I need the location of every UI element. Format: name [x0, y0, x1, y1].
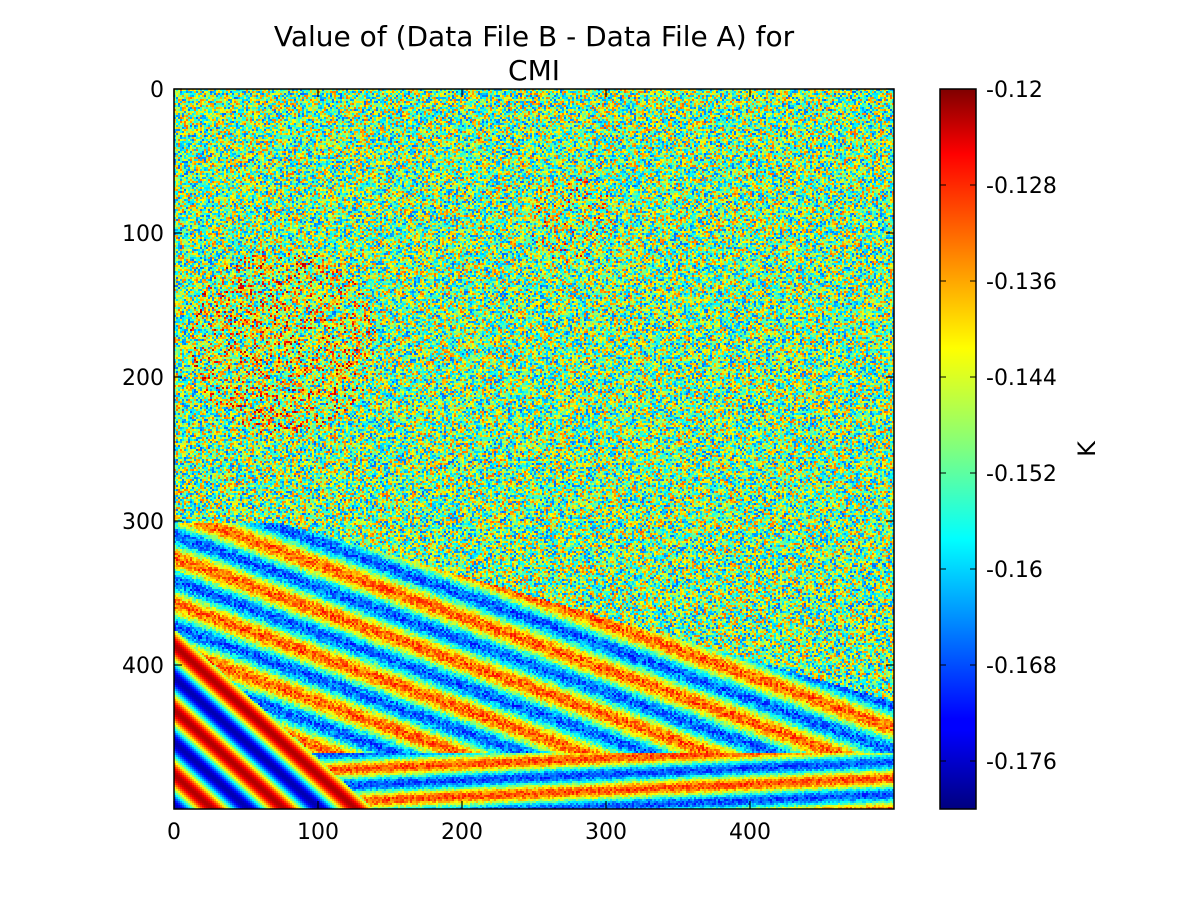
colorbar-tick-label: -0.16 [986, 558, 1043, 583]
x-tick-label: 100 [297, 820, 339, 845]
x-tick-label: 300 [585, 820, 627, 845]
x-tick-label: 0 [167, 820, 181, 845]
y-tick-label: 200 [122, 366, 164, 391]
plot-frame [173, 88, 895, 810]
x-tick-label: 400 [729, 820, 771, 845]
colorbar-tick-label: -0.128 [986, 174, 1057, 199]
heatmap-image [174, 89, 894, 809]
colorbar-tick-label: -0.176 [986, 750, 1057, 775]
y-tick-label: 400 [122, 654, 164, 679]
y-tick-label: 0 [150, 78, 164, 103]
colorbar-tick-label: -0.136 [986, 270, 1057, 295]
colorbar-ticks: -0.12 -0.128 -0.136 -0.144 -0.152 -0.16 -0.168… [940, 78, 1057, 775]
y-tick-label: 300 [122, 510, 164, 535]
colorbar-tick-label: -0.12 [986, 78, 1043, 103]
chart-title-line2: CMI [508, 54, 560, 87]
x-tick-label: 200 [441, 820, 483, 845]
colorbar-tick-label: -0.152 [986, 462, 1057, 487]
x-axis-ticks: 0 100 200 300 400 [167, 89, 771, 845]
chart-title-line1: Value of (Data File B - Data File A) for [274, 20, 795, 53]
colorbar [939, 88, 977, 810]
y-tick-label: 100 [122, 222, 164, 247]
colorbar-tick-label: -0.168 [986, 654, 1057, 679]
colorbar-label: K [1073, 440, 1101, 457]
colorbar-tick-label: -0.144 [986, 366, 1057, 391]
y-axis-ticks: 0 100 200 300 400 [122, 78, 894, 679]
